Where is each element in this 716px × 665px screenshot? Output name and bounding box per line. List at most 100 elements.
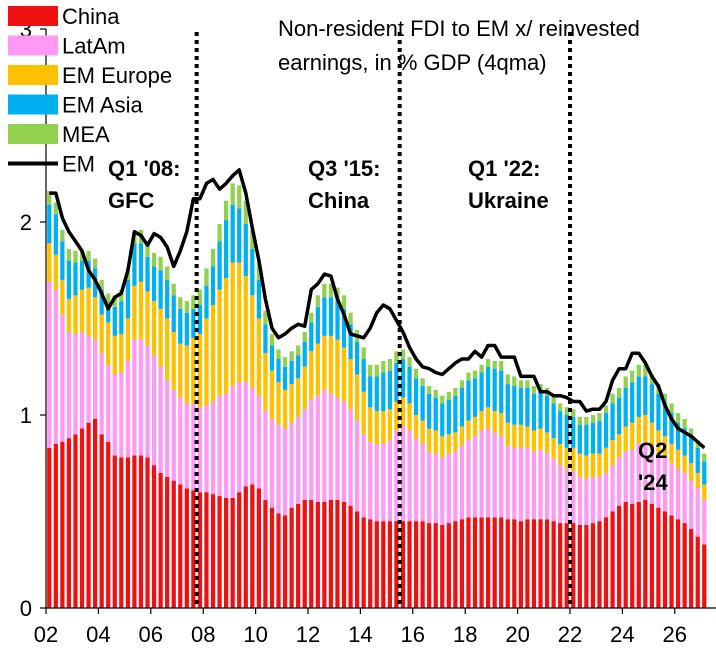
end-annotation-line2: '24 <box>638 470 668 495</box>
bar-china-40 <box>309 499 314 608</box>
bar-latam-28 <box>230 386 235 498</box>
legend-label-latam: LatAm <box>62 34 126 59</box>
bar-china-18 <box>165 476 170 608</box>
bar-china-97 <box>682 523 687 608</box>
bar-em-europe-38 <box>296 378 301 417</box>
bar-em-europe-10 <box>112 335 117 375</box>
x-tick-label-04: 04 <box>86 622 110 647</box>
em-total-line <box>49 168 706 450</box>
bar-mea-85 <box>603 405 609 414</box>
bar-latam-93 <box>656 453 661 508</box>
bar-mea-83 <box>590 415 596 423</box>
bar-em-europe-91 <box>643 415 648 443</box>
bar-latam-37 <box>289 422 294 508</box>
bar-china-61 <box>446 523 451 608</box>
bar-latam-86 <box>610 465 615 512</box>
bar-mea-79 <box>564 407 569 415</box>
bar-china-94 <box>662 511 668 608</box>
bar-em-europe-6 <box>86 287 91 336</box>
bar-china-65 <box>472 517 478 608</box>
bar-china-75 <box>538 519 543 608</box>
bar-mea-35 <box>276 349 281 360</box>
bar-mea-39 <box>302 332 307 342</box>
bar-em-asia-92 <box>649 384 654 423</box>
bar-china-11 <box>119 457 124 608</box>
bar-mea-60 <box>440 395 445 404</box>
x-tick-label-02: 02 <box>34 622 58 647</box>
bar-china-91 <box>643 499 648 608</box>
bar-latam-100 <box>702 499 707 545</box>
bar-em-asia-52 <box>387 370 392 410</box>
bar-latam-60 <box>440 457 445 526</box>
bar-em-asia-46 <box>348 324 353 360</box>
bar-china-100 <box>702 544 707 608</box>
bar-em-asia-62 <box>453 395 458 433</box>
bar-mea-53 <box>394 351 399 363</box>
bar-china-30 <box>243 486 248 608</box>
bar-em-europe-74 <box>531 430 537 452</box>
bar-china-10 <box>112 455 117 608</box>
bar-em-asia-36 <box>282 366 288 390</box>
bar-latam-85 <box>603 472 609 518</box>
bar-em-asia-22 <box>191 308 196 338</box>
bar-em-europe-83 <box>590 453 596 477</box>
bar-em-europe-77 <box>551 438 556 460</box>
legend-swatch-latam <box>8 35 58 56</box>
bar-mea-59 <box>433 389 438 398</box>
bar-em-europe-15 <box>145 291 150 346</box>
bar-em-europe-65 <box>472 416 478 437</box>
bar-em-asia-79 <box>564 415 569 448</box>
bar-china-86 <box>610 511 615 608</box>
bar-latam-70 <box>505 445 510 520</box>
bar-em-asia-31 <box>250 249 255 296</box>
y-tick-label-0: 0 <box>20 596 32 621</box>
bar-china-98 <box>689 528 694 608</box>
bar-mea-100 <box>702 453 707 462</box>
bar-em-europe-44 <box>335 339 340 398</box>
x-tick-label-24: 24 <box>610 622 634 647</box>
bar-em-europe-84 <box>597 453 602 477</box>
bar-china-37 <box>289 507 294 608</box>
legend-label-em: EM <box>62 152 95 177</box>
bars-layer <box>47 183 707 608</box>
bar-china-5 <box>79 428 85 608</box>
bar-em-europe-54 <box>400 397 406 427</box>
bar-latam-77 <box>551 459 556 522</box>
bar-em-asia-17 <box>158 270 163 309</box>
bar-mea-91 <box>643 364 648 377</box>
bar-mea-64 <box>466 372 471 381</box>
legend-label-em-asia: EM Asia <box>62 93 143 118</box>
bar-em-asia-51 <box>381 372 386 412</box>
x-axis: 02 04 06 08 10 12 14 16 18 20 22 24 26 <box>34 607 716 647</box>
bar-latam-16 <box>151 355 157 466</box>
bar-mea-29 <box>237 185 242 209</box>
bar-china-25 <box>210 494 216 608</box>
bar-em-asia-75 <box>538 391 543 429</box>
bar-mea-34 <box>269 333 275 346</box>
bar-em-asia-97 <box>682 428 687 456</box>
bar-latam-30 <box>243 382 248 487</box>
bar-china-64 <box>466 517 471 608</box>
bar-mea-6 <box>86 250 91 261</box>
bar-china-68 <box>492 517 497 608</box>
bar-mea-51 <box>381 360 386 373</box>
bar-em-asia-80 <box>571 416 576 448</box>
bar-china-28 <box>230 497 235 608</box>
bar-china-38 <box>296 503 301 608</box>
bar-em-asia-16 <box>151 266 157 302</box>
bar-latam-65 <box>472 436 478 518</box>
bar-em-asia-6 <box>86 260 91 288</box>
bar-mea-84 <box>597 413 602 421</box>
bar-latam-20 <box>178 397 183 485</box>
bar-em-europe-35 <box>276 382 281 425</box>
bar-china-27 <box>224 497 229 608</box>
bar-mea-55 <box>407 357 412 367</box>
bar-mea-24 <box>204 268 209 286</box>
bar-china-78 <box>558 523 563 608</box>
bar-china-41 <box>315 501 320 608</box>
bar-china-39 <box>302 499 307 608</box>
bar-mea-31 <box>250 229 255 250</box>
bar-em-asia-11 <box>119 301 124 334</box>
bar-latam-90 <box>636 443 641 502</box>
bar-mea-73 <box>525 380 530 388</box>
